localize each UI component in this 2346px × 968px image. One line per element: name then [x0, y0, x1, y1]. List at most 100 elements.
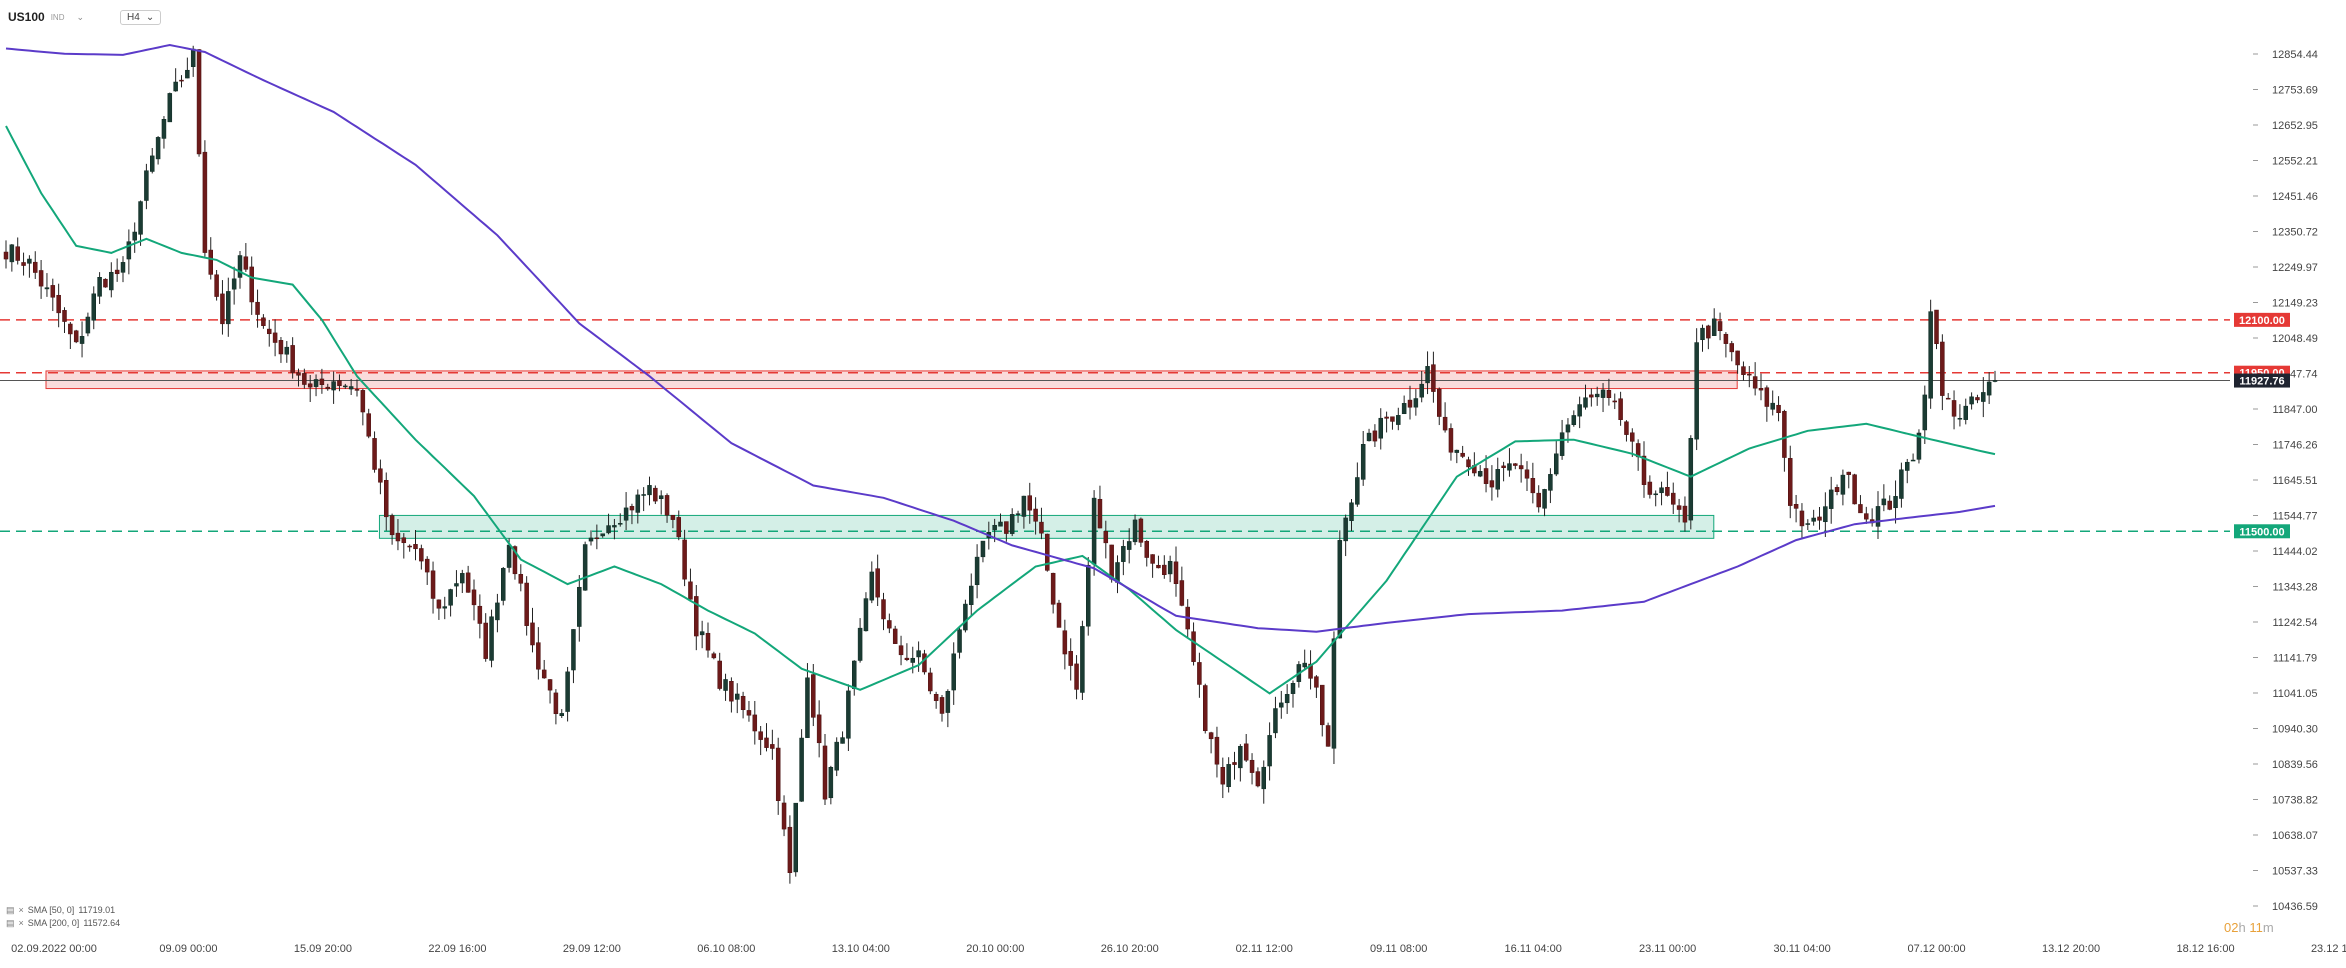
- bullish-candle: [1495, 469, 1500, 490]
- bullish-candle: [1360, 444, 1366, 480]
- bullish-candle: [1571, 415, 1577, 425]
- bearish-candle: [202, 151, 208, 253]
- bearish-candle: [214, 274, 219, 297]
- bearish-candle: [278, 340, 284, 355]
- bullish-candle: [1290, 683, 1296, 694]
- bearish-candle: [1097, 498, 1103, 529]
- bearish-candle: [758, 731, 763, 740]
- countdown-hours-unit: h: [2238, 920, 2246, 935]
- bearish-candle: [1062, 630, 1068, 655]
- bullish-candle: [840, 737, 845, 744]
- bearish-candle: [1729, 343, 1734, 353]
- bearish-candle: [3, 251, 9, 260]
- bullish-candle: [495, 602, 500, 621]
- bearish-candle: [1255, 771, 1261, 787]
- bearish-candle: [1068, 651, 1073, 666]
- bearish-candle: [1489, 480, 1495, 488]
- bullish-candle: [1893, 496, 1898, 509]
- price-zones: [45, 370, 1738, 539]
- bearish-candle: [1243, 743, 1249, 761]
- bearish-candle: [1513, 463, 1518, 466]
- bearish-candle: [1249, 759, 1255, 773]
- bearish-candle: [1056, 602, 1062, 628]
- list-icon[interactable]: ▤: [6, 905, 15, 915]
- bearish-candle: [875, 568, 880, 598]
- bearish-candle: [1448, 428, 1454, 453]
- bearish-candle: [1150, 554, 1155, 564]
- bullish-candle: [852, 660, 857, 689]
- bearish-candle: [272, 332, 278, 343]
- bearish-candle: [653, 487, 658, 502]
- bearish-candle: [933, 694, 939, 701]
- x-tick-label: 18.12 16:00: [2176, 943, 2234, 955]
- x-tick-label: 16.11 04:00: [1505, 943, 1562, 955]
- bearish-candle: [1431, 364, 1436, 392]
- price-axis[interactable]: 12854.44 12753.69 12652.95 12552.21 12451.46…: [2253, 49, 2318, 913]
- bullish-candle: [1284, 694, 1290, 704]
- bullish-candle: [1086, 564, 1091, 627]
- bullish-candle: [489, 616, 494, 661]
- bearish-candle: [1173, 561, 1179, 584]
- y-tick-label: 12249.97: [2272, 262, 2318, 274]
- bearish-candle: [1501, 465, 1506, 469]
- y-tick-label: 10537.33: [2272, 866, 2318, 878]
- bullish-candle: [951, 653, 956, 691]
- bearish-candle: [1618, 398, 1623, 420]
- bullish-candle: [963, 603, 968, 631]
- y-tick-label: 10839.56: [2272, 759, 2318, 771]
- bearish-candle: [196, 49, 202, 155]
- bearish-candle: [1308, 663, 1313, 679]
- bearish-candle: [922, 653, 927, 673]
- timeframe-selector[interactable]: H4 ⌄: [120, 9, 162, 25]
- chevron-down-icon[interactable]: ⌄: [76, 11, 85, 22]
- bullish-candle: [460, 573, 465, 584]
- bearish-candle: [547, 679, 553, 691]
- bearish-candle: [1975, 397, 1980, 401]
- resistance-zone[interactable]: [45, 370, 1738, 390]
- bearish-candle: [1524, 469, 1530, 479]
- list-icon[interactable]: ▤: [6, 918, 15, 928]
- bearish-candle: [1793, 504, 1799, 509]
- bearish-candle: [676, 517, 681, 538]
- bullish-candle: [1080, 626, 1085, 693]
- bullish-candle: [120, 262, 126, 273]
- bearish-candle: [1758, 387, 1764, 391]
- bullish-candle: [600, 533, 605, 537]
- bullish-candle: [623, 507, 629, 521]
- symbol-name[interactable]: US100: [8, 10, 45, 24]
- close-icon[interactable]: ×: [18, 918, 24, 928]
- bullish-candle: [150, 155, 155, 172]
- bullish-candle: [85, 316, 91, 334]
- bullish-candle: [723, 679, 728, 691]
- bullish-candle: [1828, 489, 1834, 509]
- bearish-candle: [1027, 495, 1032, 511]
- bearish-candle: [1045, 533, 1050, 571]
- bullish-candle: [79, 336, 85, 344]
- bearish-candle: [1162, 564, 1167, 575]
- bullish-candle: [27, 258, 32, 264]
- bullish-candle: [857, 627, 863, 661]
- bearish-candle: [430, 570, 436, 599]
- close-icon[interactable]: ×: [18, 905, 24, 915]
- bearish-candle: [249, 266, 254, 303]
- bearish-candle: [483, 622, 488, 659]
- bearish-candle: [354, 389, 360, 391]
- bearish-candle: [325, 386, 330, 390]
- time-axis[interactable]: 02.09.2022 00:00 09.09 00:00 15.09 20:00 22…: [11, 943, 2346, 955]
- bearish-candle: [1799, 510, 1805, 527]
- x-tick-label: 15.09 20:00: [294, 943, 352, 955]
- bullish-candle: [1507, 463, 1512, 471]
- bullish-candle: [1992, 380, 1998, 382]
- bearish-candle: [389, 515, 395, 536]
- bearish-candle: [1437, 388, 1442, 417]
- bearish-candle: [904, 657, 910, 661]
- bearish-candle: [419, 548, 424, 562]
- bearish-candle: [1682, 505, 1688, 523]
- bearish-candle: [1671, 492, 1676, 505]
- bearish-candle: [243, 256, 249, 270]
- bullish-candle: [1700, 327, 1705, 341]
- bullish-candle: [910, 657, 915, 663]
- bearish-candle: [1846, 471, 1851, 475]
- bullish-candle: [1969, 396, 1974, 405]
